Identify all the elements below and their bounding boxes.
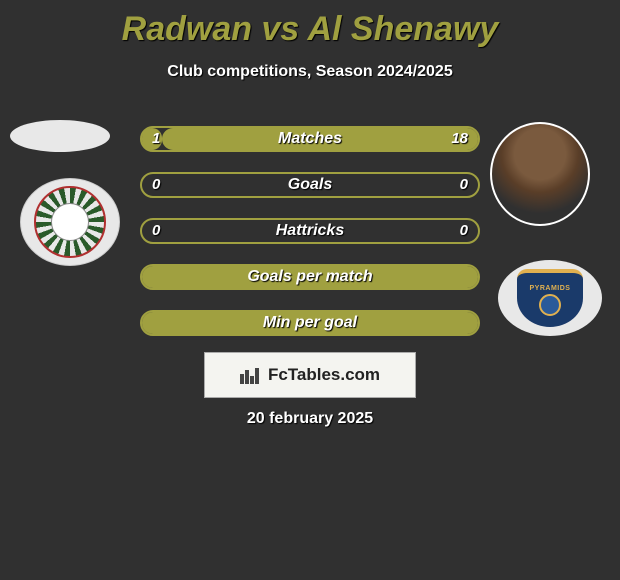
brand-text: FcTables.com (268, 365, 380, 385)
stat-bar: Matches1 18 (140, 126, 480, 152)
right-club-circle (539, 294, 561, 316)
stat-row: Goals per match (140, 264, 480, 290)
brand-bars-icon (240, 366, 262, 384)
stat-row: Hattricks0 0 (140, 218, 480, 244)
left-club-badge (20, 178, 120, 266)
stat-bar: Goals per match (140, 264, 480, 290)
stat-value-left: 0 (152, 174, 160, 196)
brand-box[interactable]: FcTables.com (204, 352, 416, 398)
stat-label: Goals per match (142, 266, 478, 288)
stat-value-left: 1 (152, 128, 160, 150)
left-club-badge-center (51, 203, 89, 241)
stat-bar: Hattricks0 0 (140, 218, 480, 244)
stat-bar: Min per goal (140, 310, 480, 336)
right-club-badge: PYRAMIDS (498, 260, 602, 336)
right-club-text: PYRAMIDS (530, 285, 571, 292)
stat-value-right: 0 (460, 174, 468, 196)
stat-bar: Goals0 0 (140, 172, 480, 198)
stat-value-right: 18 (451, 128, 468, 150)
right-player-avatar (490, 122, 590, 226)
stat-value-right: 0 (460, 220, 468, 242)
left-club-badge-inner (34, 186, 106, 258)
stat-label: Hattricks (142, 220, 478, 242)
stat-label: Goals (142, 174, 478, 196)
stat-row: Matches1 18 (140, 126, 480, 152)
date-text: 20 february 2025 (0, 410, 620, 428)
stat-row: Goals0 0 (140, 172, 480, 198)
stat-label: Matches (142, 128, 478, 150)
left-player-avatar (10, 120, 110, 152)
page-title: Radwan vs Al Shenawy (0, 0, 620, 49)
stat-label: Min per goal (142, 312, 478, 334)
stat-value-left: 0 (152, 220, 160, 242)
page-subtitle: Club competitions, Season 2024/2025 (0, 63, 620, 81)
right-club-badge-inner: PYRAMIDS (517, 269, 583, 327)
stat-row: Min per goal (140, 310, 480, 336)
